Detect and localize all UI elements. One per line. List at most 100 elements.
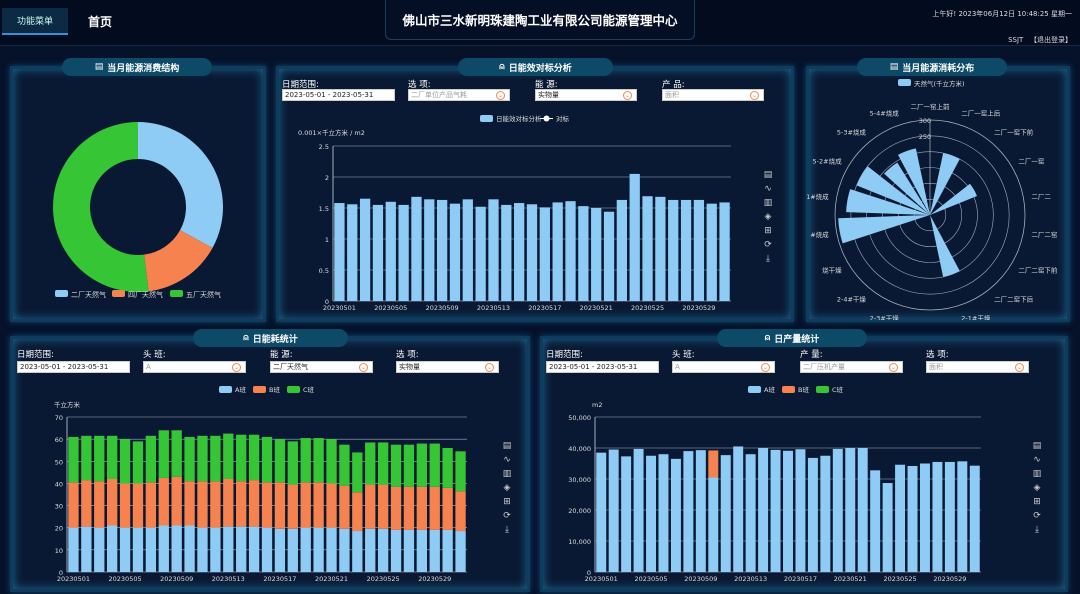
chevron-down-icon[interactable]: ⌄ [623, 90, 632, 100]
bar [462, 199, 473, 301]
chevron-down-icon[interactable]: ⌄ [889, 362, 898, 372]
bar [107, 435, 118, 479]
bar-icon[interactable]: ▥ [763, 198, 773, 208]
polar-bar [838, 215, 930, 244]
filter-value: 面积 [665, 91, 679, 99]
polar-bar [846, 189, 930, 215]
bar [403, 486, 415, 530]
filter-select[interactable]: 二厂压机产量 ⌄ [800, 361, 903, 373]
filter-label: 选 项: [396, 350, 419, 360]
restore-icon[interactable]: ⟳ [503, 511, 511, 521]
chevron-down-icon[interactable]: ⌄ [496, 90, 505, 100]
filter-value: 二厂单位产品气耗 [411, 91, 467, 99]
bar [287, 528, 298, 572]
x-tick-label: 20230529 [418, 575, 451, 583]
data-view-icon[interactable]: ▤ [502, 441, 512, 451]
panel-title-energy-structure: ▤ 当月能源消费结构 [62, 58, 212, 76]
bar [720, 455, 731, 572]
bar [642, 196, 653, 301]
bar [210, 527, 221, 572]
date-range-input[interactable]: 2023-05-01 - 2023-05-31 [282, 89, 395, 101]
bar [857, 448, 868, 572]
line-icon[interactable]: ∿ [1033, 455, 1041, 465]
download-icon[interactable]: ⤓ [766, 254, 770, 264]
stack-icon[interactable]: ◈ [764, 212, 772, 222]
bar [132, 441, 144, 484]
filter-select[interactable]: 二厂天然气 ⌄ [270, 361, 373, 373]
data-view-icon[interactable]: ▤ [1032, 441, 1042, 451]
filter-select[interactable]: 二厂单位产品气耗 ⌄ [408, 89, 510, 101]
download-icon[interactable]: ⤓ [1035, 525, 1039, 535]
bar [158, 430, 169, 478]
bar [184, 525, 195, 572]
chevron-down-icon[interactable]: ⌄ [750, 90, 759, 100]
radius-tick-label: 300 [919, 117, 931, 125]
bar [326, 439, 337, 484]
angle-label: 2-4#干燥 [837, 294, 867, 303]
filter-select[interactable]: A ⌄ [672, 361, 775, 373]
x-tick-label: 20230529 [682, 304, 715, 312]
download-icon[interactable]: ⤓ [505, 525, 509, 535]
x-tick-label: 20230505 [109, 575, 142, 583]
bar [377, 484, 389, 529]
bar [882, 483, 893, 572]
y-tick-label: 2.5 [319, 143, 329, 151]
chevron-down-icon[interactable]: ⌄ [232, 362, 241, 372]
y-tick-label: 50 [55, 458, 63, 466]
username: SSJT [1008, 36, 1024, 44]
angle-label: 二厂一窑下前 [994, 128, 1034, 137]
tiled-icon[interactable]: ⊞ [503, 497, 511, 507]
chevron-down-icon[interactable]: ⌄ [359, 362, 368, 372]
bar [745, 454, 756, 572]
logout-link[interactable]: 【退出登录】 [1030, 36, 1072, 44]
bar [919, 463, 930, 572]
tiled-icon[interactable]: ⊞ [764, 226, 772, 236]
filter-select[interactable]: 面积 ⌄ [662, 89, 764, 101]
filter-select[interactable]: 实物量 ⌄ [535, 89, 637, 101]
chevron-down-icon[interactable]: ⌄ [485, 362, 494, 372]
bar [223, 479, 234, 527]
bar [442, 448, 453, 488]
chevron-down-icon[interactable]: ⌄ [761, 362, 770, 372]
page-title: 佛山市三水新明珠建陶工业有限公司能源管理中心 [385, 0, 695, 40]
filter-select[interactable]: 面积 ⌄ [926, 361, 1029, 373]
date-range-input[interactable]: 2023-05-01 - 2023-05-31 [17, 361, 130, 373]
legend-swatch [170, 290, 183, 297]
bar [449, 203, 461, 301]
bar-icon[interactable]: ▥ [1032, 469, 1042, 479]
radius-tick-label: 250 [919, 133, 931, 141]
angle-label: 二厂二窑下后 [994, 294, 1034, 303]
daily-energy-chart: 0 10 20 30 40 50 60 70 千立方米 20230501 20230505 20230… [54, 385, 467, 583]
line-icon[interactable]: ∿ [503, 455, 511, 465]
bar [261, 527, 273, 572]
document-icon: ▤ [889, 62, 899, 72]
line-icon[interactable]: ∿ [764, 184, 772, 194]
bar [339, 528, 350, 572]
tiled-icon[interactable]: ⊞ [1033, 497, 1041, 507]
y-tick-label: 70 [55, 414, 63, 422]
legend-swatch [112, 290, 125, 297]
legend-swatch [219, 386, 232, 393]
panel-title-daily-energy: ⍝ 日能耗统计 [193, 329, 348, 347]
chevron-down-icon[interactable]: ⌄ [1015, 362, 1024, 372]
legend-label: A班 [764, 385, 775, 394]
filter-select[interactable]: 实物量 ⌄ [396, 361, 499, 373]
stack-icon[interactable]: ◈ [1033, 483, 1041, 493]
x-tick-label: 20230501 [585, 575, 618, 583]
home-tab[interactable]: 首页 [88, 15, 113, 29]
filter-label: 选 项: [408, 80, 431, 90]
bar [411, 196, 422, 301]
bar [171, 430, 182, 477]
bar [81, 480, 92, 527]
restore-icon[interactable]: ⟳ [1033, 511, 1041, 521]
data-view-icon[interactable]: ▤ [763, 170, 773, 180]
legend-label: 二厂天然气 [71, 290, 106, 299]
bar-icon[interactable]: ▥ [502, 469, 512, 479]
function-menu-button[interactable]: 功能菜单 [2, 8, 68, 35]
filter-select[interactable]: A ⌄ [143, 361, 246, 373]
stack-icon[interactable]: ◈ [503, 483, 511, 493]
x-tick-label: 20230517 [263, 575, 296, 583]
restore-icon[interactable]: ⟳ [764, 240, 772, 250]
date-range-input[interactable]: 2023-05-01 - 2023-05-31 [546, 361, 659, 373]
bar [197, 481, 208, 528]
